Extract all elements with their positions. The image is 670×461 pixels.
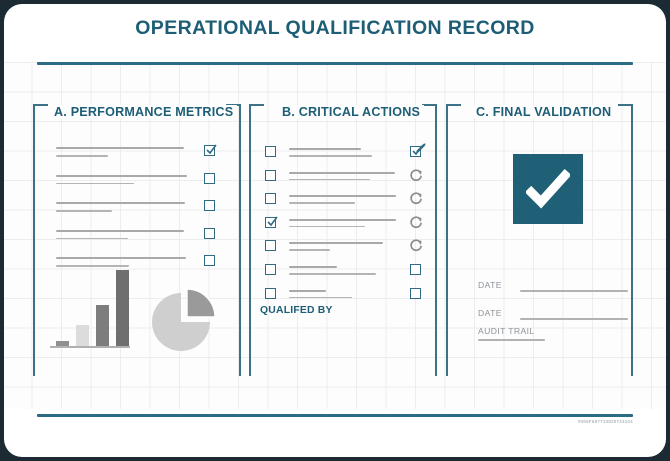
placeholder-line [289, 195, 396, 198]
placeholder-line [56, 210, 112, 212]
placeholder-line [289, 296, 352, 299]
section-b-row-3-checkbox[interactable] [265, 193, 276, 205]
placeholder-line [56, 174, 187, 177]
section-b-row-7-right-checkbox[interactable] [410, 287, 421, 299]
placeholder-line [289, 155, 372, 157]
section-b-row-7-checkbox[interactable] [265, 287, 276, 299]
placeholder-line [56, 147, 184, 149]
signature-line-1[interactable] [520, 290, 628, 292]
section-a-row-5-checkbox[interactable] [204, 255, 215, 266]
placeholder-line [289, 148, 361, 150]
refresh-icon[interactable] [410, 169, 423, 182]
qualified-by-label: QUALIFED BY [260, 305, 333, 316]
pie-chart [148, 284, 220, 356]
placeholder-line [56, 237, 128, 240]
section-c-title: C. FINAL VALIDATION [472, 105, 616, 119]
placeholder-line [289, 242, 383, 245]
check-tick-icon [206, 144, 217, 155]
signature-label-1: DATE [478, 280, 502, 290]
refresh-icon[interactable] [410, 192, 423, 205]
section-b-row-6-checkbox[interactable] [265, 264, 276, 275]
bar-chart [50, 266, 130, 348]
footer-divider [37, 414, 633, 417]
placeholder-line [289, 225, 365, 228]
signature-line-2[interactable] [520, 318, 628, 320]
section-b-row-1-checkbox[interactable] [265, 146, 276, 157]
placeholder-line [289, 171, 395, 174]
placeholder-line [56, 257, 186, 259]
placeholder-line [289, 218, 396, 221]
signature-line-3[interactable] [478, 339, 545, 341]
section-b-row-2-checkbox[interactable] [265, 169, 276, 181]
section-a-row-4-checkbox[interactable] [204, 227, 215, 239]
check-tick-icon [267, 216, 278, 227]
placeholder-line [289, 266, 337, 268]
signature-label-3: AUDIT TRAIL [478, 326, 535, 336]
refresh-icon[interactable] [410, 216, 423, 229]
section-b-row-4-checkbox[interactable] [265, 216, 278, 228]
section-a-row-3-checkbox[interactable] [204, 200, 215, 211]
page-title: OPERATIONAL QUALIFICATION RECORD [135, 17, 535, 39]
record-card: OPERATIONAL QUALIFICATION RECORD #065F68… [4, 4, 666, 457]
section-a-title: A. PERFORMANCE METRICS [50, 105, 238, 119]
header-divider [37, 62, 633, 65]
section-b-row-6-right-checkbox[interactable] [410, 264, 421, 275]
placeholder-line [56, 265, 129, 267]
refresh-icon[interactable] [410, 239, 423, 252]
placeholder-line [289, 289, 326, 292]
grid-background [4, 62, 666, 409]
bar-3 [96, 305, 109, 346]
section-b-title: B. CRITICAL ACTIONS [278, 105, 425, 119]
placeholder-line [56, 155, 108, 157]
bar-4 [116, 269, 129, 346]
section-b-row-5-checkbox[interactable] [265, 240, 276, 252]
bar-chart-baseline [50, 346, 130, 348]
placeholder-line [56, 202, 185, 204]
placeholder-line [56, 229, 184, 232]
section-a-row-1-checkbox[interactable] [204, 144, 217, 156]
signature-label-2: DATE [478, 308, 502, 318]
validation-check-badge [513, 154, 583, 224]
placeholder-line [56, 182, 134, 185]
bar-2 [76, 324, 89, 346]
placeholder-line [289, 249, 330, 251]
pie-chart-svg [152, 288, 216, 351]
placeholder-line [289, 273, 376, 275]
pen-icon[interactable] [415, 141, 426, 153]
bar-1 [56, 341, 69, 346]
placeholder-line [289, 178, 370, 181]
check-mark-icon [526, 169, 570, 209]
placeholder-line [289, 202, 355, 204]
reference-code: #065F687710820743104 [577, 419, 633, 424]
section-a-row-2-checkbox[interactable] [204, 172, 215, 184]
